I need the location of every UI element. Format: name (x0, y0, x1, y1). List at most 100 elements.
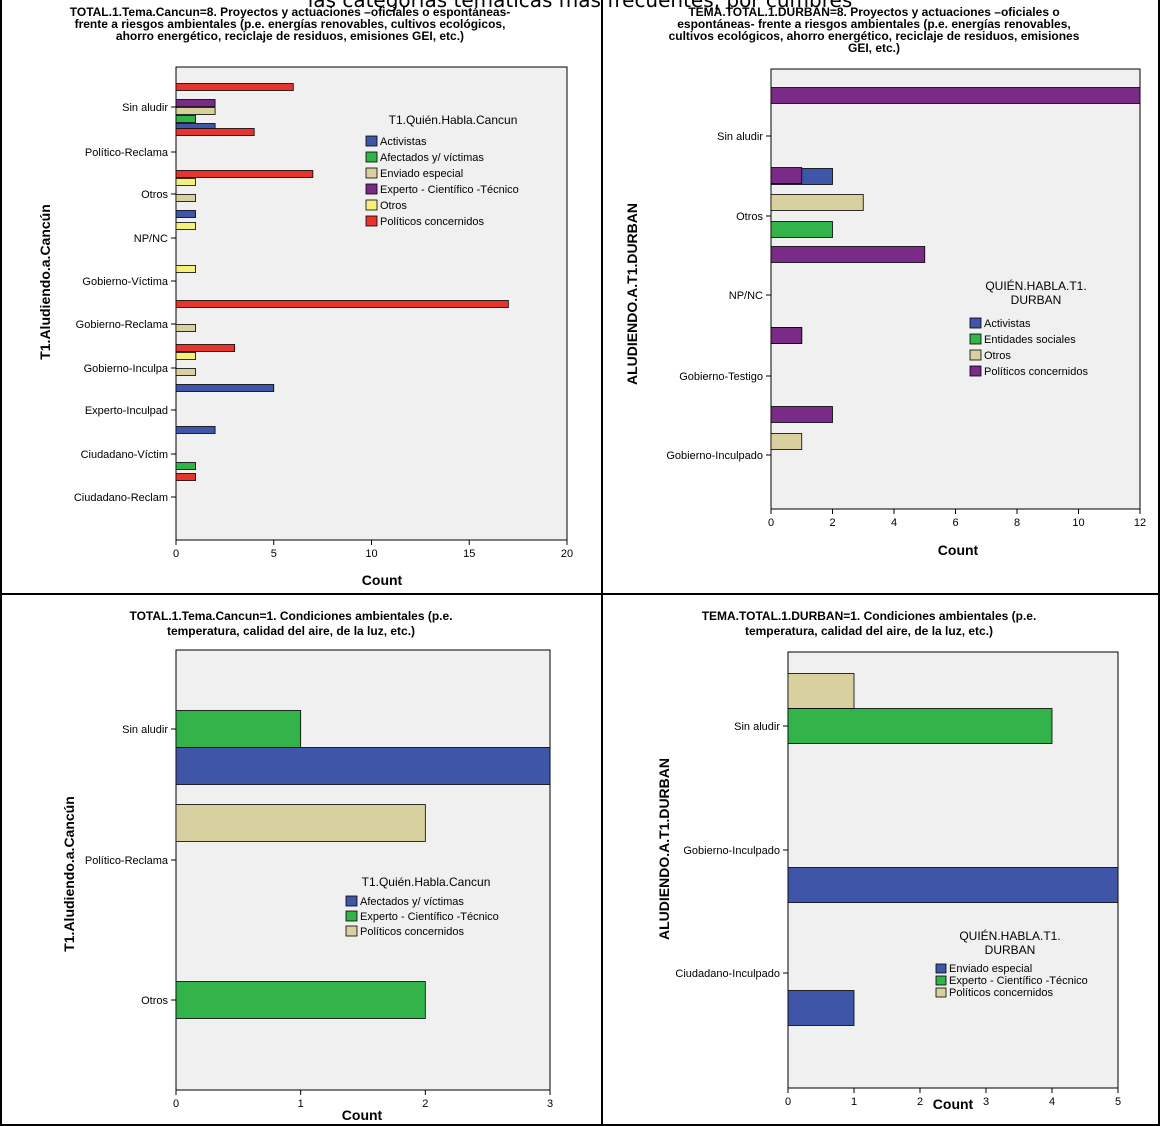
x-axis-title: Count (938, 542, 979, 558)
legend-swatch (935, 987, 947, 998)
x-tick-label: 3 (547, 1098, 553, 1110)
bar-tan (175, 804, 426, 842)
legend-swatch (969, 317, 982, 329)
bar-yellow (175, 222, 196, 230)
chart-cancun-tema8: TOTAL.1.Tema.Cancun=8. Proyectos y actua… (37, 5, 573, 588)
y-axis-title: T1.Aludiendo.a.Cancún (61, 796, 77, 952)
y-tick-label: Gobierno-Inculpado (666, 450, 763, 462)
legend-label: Enviado especial (380, 168, 463, 180)
bar-green (770, 221, 833, 238)
bar-yellow (175, 352, 196, 360)
y-tick-label: Ciudadano-Víctim (81, 449, 168, 461)
legend-swatch (365, 151, 378, 163)
legend-label: Afectados y/ víctimas (380, 152, 484, 164)
plot-area (770, 68, 1141, 510)
legend-title: DURBAN (985, 943, 1036, 957)
bar-tan (175, 324, 196, 332)
y-tick-label: Otros (141, 995, 168, 1007)
x-tick-label: 6 (952, 517, 958, 529)
bar-tan (770, 433, 803, 450)
legend-label: Experto - Científico -Técnico (949, 975, 1088, 987)
y-axis-title: T1.Aludiendo.a.Cancún (37, 204, 53, 360)
x-axis-title: Count (933, 1096, 974, 1112)
x-tick-label: 0 (785, 1096, 791, 1108)
x-tick-label: 20 (561, 548, 573, 560)
legend-swatch (345, 925, 358, 937)
legend-label: Políticos concernidos (949, 987, 1053, 999)
legend-swatch (969, 333, 982, 345)
legend-title: T1.Quién.Habla.Cancun (389, 113, 518, 127)
x-axis-title: Count (342, 1107, 383, 1123)
y-tick-label: Sin aludir (122, 724, 168, 736)
bar-green (787, 708, 1053, 744)
chart-title-line: espontáneas- frente a riesgos ambientale… (677, 17, 1070, 31)
x-tick-label: 2 (422, 1098, 428, 1110)
legend-label: Activistas (380, 136, 427, 148)
legend-swatch (345, 895, 358, 907)
legend-swatch (969, 365, 982, 377)
y-tick-label: Otros (141, 189, 168, 201)
legend-title: DURBAN (1011, 293, 1062, 307)
y-tick-label: Ciudadano-Reclam (74, 492, 168, 504)
bar-red (175, 300, 509, 308)
bar-tan (175, 194, 196, 202)
legend-label: Políticos concernidos (984, 366, 1088, 378)
bar-blue (175, 747, 551, 785)
x-tick-label: 2 (917, 1096, 923, 1108)
bar-red (175, 83, 294, 91)
chart-title-line: temperatura, calidad del aire, de la luz… (167, 624, 415, 638)
y-tick-label: Sin aludir (734, 721, 780, 733)
x-tick-label: 3 (983, 1096, 989, 1108)
legend-label: Políticos concernidos (360, 926, 464, 938)
legend-label: Experto - Científico -Técnico (380, 184, 519, 196)
bar-tan (175, 107, 216, 115)
y-tick-label: Ciudadano-Inculpado (675, 968, 780, 980)
legend-label: Activistas (984, 318, 1031, 330)
y-axis-title: ALUDIENDO.A.T1.DURBAN (656, 758, 672, 940)
chart-durban-tema1: TEMA.TOTAL.1.DURBAN=1. Condiciones ambie… (656, 609, 1121, 1112)
x-tick-label: 1 (298, 1098, 304, 1110)
x-tick-label: 4 (1049, 1096, 1055, 1108)
chart-title-line: cultivos ecológicos, ahorro energético, … (669, 29, 1080, 43)
chart-title-line: TEMA.TOTAL.1.DURBAN=1. Condiciones ambie… (702, 609, 1037, 623)
legend-swatch (365, 199, 378, 211)
bar-purple (175, 99, 216, 107)
y-tick-label: Otros (736, 211, 763, 223)
legend-swatch (365, 215, 378, 227)
bar-purple (770, 167, 803, 184)
bar-tan (787, 673, 855, 709)
x-tick-label: 0 (768, 517, 774, 529)
x-tick-label: 15 (463, 548, 475, 560)
figure-caption: las categorías temáticas más frecuentes,… (307, 0, 853, 12)
bar-green (175, 710, 302, 748)
legend-title: QUIÉN.HABLA.T1. (985, 278, 1086, 293)
legend-label: Entidades sociales (984, 334, 1076, 346)
chart-title-line: temperatura, calidad del aire, de la luz… (745, 624, 993, 638)
y-tick-label: Gobierno-Inculpa (84, 363, 169, 375)
chart-title-line: ahorro energético, reciclaje de residuos… (116, 29, 464, 43)
legend-label: Otros (380, 200, 407, 212)
y-tick-label: Político-Reclama (85, 147, 169, 159)
legend-swatch (365, 167, 378, 179)
bar-blue (787, 867, 1119, 903)
x-tick-label: 12 (1134, 517, 1146, 529)
bar-red (175, 473, 196, 481)
chart-durban-tema8: TEMA.TOTAL.1.DURBAN=8. Proyectos y actua… (624, 5, 1146, 558)
bar-blue (175, 384, 275, 392)
chart-title-line: TOTAL.1.Tema.Cancun=8. Proyectos y actua… (70, 5, 510, 19)
x-tick-label: 8 (1014, 517, 1020, 529)
bar-blue (175, 426, 216, 434)
y-tick-label: NP/NC (729, 290, 763, 302)
legend-swatch (969, 349, 982, 361)
legend-label: Experto - Científico -Técnico (360, 911, 499, 923)
bar-tan (770, 194, 864, 211)
y-tick-label: Sin aludir (717, 131, 763, 143)
y-tick-label: Gobierno-Reclama (76, 319, 169, 331)
x-tick-label: 5 (271, 548, 277, 560)
x-tick-label: 1 (851, 1096, 857, 1108)
bar-purple (770, 246, 926, 263)
legend-title: QUIÉN.HABLA.T1. (959, 928, 1060, 943)
bar-green (175, 981, 426, 1019)
chart-title-line: TOTAL.1.Tema.Cancun=1. Condiciones ambie… (129, 609, 452, 623)
